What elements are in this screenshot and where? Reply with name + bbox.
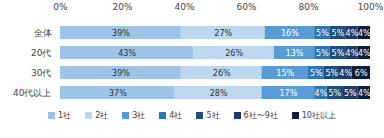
svg-text:16%: 16% bbox=[281, 29, 299, 38]
svg-text:27%: 27% bbox=[214, 29, 232, 38]
svg-text:5%: 5% bbox=[316, 29, 329, 38]
html-text:4社: 4社 bbox=[169, 111, 183, 120]
svg-text:5%: 5% bbox=[316, 49, 329, 58]
svg-text:4%: 4% bbox=[346, 29, 359, 38]
svg-text:4%: 4% bbox=[358, 29, 371, 38]
svg-text:13%: 13% bbox=[286, 49, 304, 58]
svg-text:17%: 17% bbox=[279, 89, 297, 98]
svg-text:43%: 43% bbox=[118, 49, 136, 58]
svg-text:40%: 40% bbox=[174, 2, 194, 12]
svg-text:26%: 26% bbox=[213, 69, 231, 78]
svg-text:39%: 39% bbox=[112, 29, 130, 38]
svg-text:5%: 5% bbox=[328, 89, 341, 98]
svg-text:37%: 37% bbox=[109, 89, 127, 98]
svg-text:5%: 5% bbox=[325, 69, 338, 78]
svg-text:6%: 6% bbox=[355, 69, 368, 78]
svg-text:4%: 4% bbox=[315, 89, 328, 98]
html-text:2社: 2社 bbox=[95, 111, 109, 120]
html-text:1社: 1社 bbox=[58, 111, 72, 120]
svg-text:5%: 5% bbox=[344, 89, 357, 98]
svg-text:20代: 20代 bbox=[31, 48, 51, 58]
html-text:6社〜9社: 6社〜9社 bbox=[243, 111, 278, 120]
html-text:10社以上: 10社以上 bbox=[301, 111, 336, 120]
svg-text:5%: 5% bbox=[310, 69, 323, 78]
svg-text:4%: 4% bbox=[358, 89, 371, 98]
html-text:5社: 5社 bbox=[206, 111, 220, 120]
svg-text:4%: 4% bbox=[346, 49, 359, 58]
svg-text:15%: 15% bbox=[276, 69, 294, 78]
svg-text:28%: 28% bbox=[210, 89, 228, 98]
html-text:3社: 3社 bbox=[132, 111, 146, 120]
svg-text:60%: 60% bbox=[236, 2, 256, 12]
svg-text:20%: 20% bbox=[112, 2, 132, 12]
svg-text:5%: 5% bbox=[332, 49, 345, 58]
svg-text:0%: 0% bbox=[53, 2, 68, 12]
svg-text:4%: 4% bbox=[358, 49, 371, 58]
svg-text:39%: 39% bbox=[112, 69, 130, 78]
svg-text:全体: 全体 bbox=[34, 28, 52, 38]
svg-text:26%: 26% bbox=[225, 49, 243, 58]
svg-text:80%: 80% bbox=[298, 2, 318, 12]
svg-text:100%: 100% bbox=[358, 2, 384, 12]
svg-text:30代: 30代 bbox=[31, 68, 51, 78]
svg-text:4%: 4% bbox=[339, 69, 352, 78]
svg-text:40代以上: 40代以上 bbox=[13, 88, 51, 98]
svg-text:5%: 5% bbox=[332, 29, 345, 38]
